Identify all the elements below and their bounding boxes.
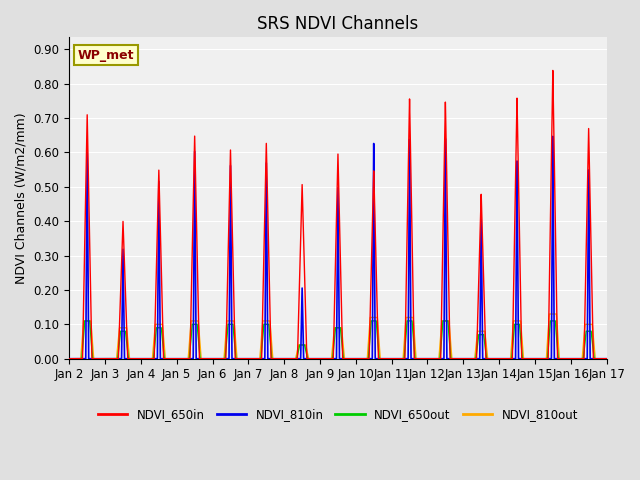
Text: WP_met: WP_met: [77, 48, 134, 61]
Legend: NDVI_650in, NDVI_810in, NDVI_650out, NDVI_810out: NDVI_650in, NDVI_810in, NDVI_650out, NDV…: [93, 403, 583, 426]
Title: SRS NDVI Channels: SRS NDVI Channels: [257, 15, 419, 33]
Y-axis label: NDVI Channels (W/m2/mm): NDVI Channels (W/m2/mm): [15, 112, 28, 284]
